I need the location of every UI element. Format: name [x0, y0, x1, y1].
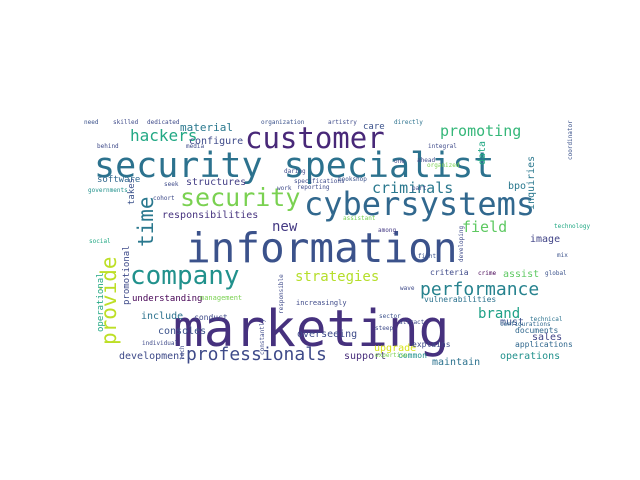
word-integral: integral — [428, 143, 457, 150]
word-steep: steep — [375, 325, 393, 332]
word-information: information — [186, 224, 458, 272]
word-directly: directly — [394, 119, 423, 126]
word-wave: wave — [400, 285, 415, 292]
word-material: material — [180, 121, 233, 134]
word-vulnerabilities: vulnerabilities — [424, 295, 496, 304]
word-criteria: criteria — [430, 268, 469, 277]
word-technical: technical — [530, 316, 563, 323]
word-expertise: expertise — [375, 352, 408, 359]
word-understanding: understanding — [132, 294, 202, 304]
word-strategies: strategies — [295, 269, 379, 285]
word-common: common — [398, 351, 427, 360]
word-increasingly: increasingly — [296, 299, 347, 307]
word-skilled: skilled — [113, 119, 139, 126]
word-bookshop: bookshop — [338, 176, 367, 183]
word-crime: crime — [478, 270, 496, 277]
word-mix: mix — [557, 252, 568, 259]
word-dedicated: dedicated — [147, 119, 180, 126]
word-management: management — [200, 294, 242, 302]
word-field: field — [462, 218, 507, 236]
word-sector: sector — [379, 313, 401, 320]
word-marketing: marketing — [173, 300, 449, 359]
word-conduct: conduct — [194, 313, 228, 322]
word-time: time — [134, 196, 158, 247]
word-maintain: maintain — [432, 357, 480, 368]
word-configure: configure — [189, 136, 243, 147]
word-promoting: promoting — [440, 122, 521, 140]
word-applications: applications — [515, 340, 573, 349]
word-specifications: specifications — [294, 178, 345, 185]
word-development: development — [119, 351, 185, 362]
word-cybersystems: cybersystems — [304, 185, 535, 223]
word-explains: explains — [412, 340, 451, 349]
word-provide: provide — [97, 256, 121, 345]
word-takes: takes — [127, 178, 137, 205]
word-ahead: ahead — [417, 157, 435, 164]
word-operations: operations — [500, 351, 560, 362]
word-documents: documents — [515, 326, 559, 335]
word-reporting: reporting — [297, 184, 330, 191]
word-organized: organized — [427, 162, 460, 169]
word-operational: operational — [96, 272, 106, 332]
word-coordinator: coordinator — [567, 120, 574, 160]
word-structures: structures — [186, 177, 246, 188]
word-global: global — [545, 270, 567, 277]
word-consoles: consoles — [158, 326, 206, 337]
word-tech: tech — [179, 345, 186, 360]
word-brand: brand — [478, 306, 520, 322]
word-one: one — [394, 158, 405, 165]
word-responsibilities: responsibilities — [162, 210, 258, 221]
word-among: among — [378, 227, 396, 234]
word-responsible: responsible — [278, 274, 285, 314]
word-daring: daring — [284, 168, 306, 175]
word-security: security — [180, 183, 300, 212]
word-work: work — [277, 185, 292, 192]
word-promotional: promotional — [122, 245, 132, 305]
word-include: include — [141, 311, 183, 322]
word-care: care — [363, 122, 385, 132]
word-criminals: criminals — [372, 179, 453, 197]
word-new: new — [272, 219, 298, 235]
word-cohort: cohort — [153, 195, 175, 202]
word-sales: sales — [532, 332, 562, 343]
word-security-specialist: security specialist — [94, 146, 494, 186]
word-performance: performance — [420, 279, 539, 300]
word-assist: assist — [503, 269, 539, 280]
word-inquiries: inquiries — [526, 156, 537, 210]
word-must: must — [500, 317, 524, 328]
word-fight: fight — [418, 253, 436, 260]
word-part: part — [412, 185, 427, 192]
word-seek: seek — [164, 181, 179, 188]
word-governments: governments — [88, 187, 128, 194]
word-bpo: bpo — [508, 181, 526, 192]
word-behind: behind — [97, 143, 119, 150]
word-attract: attract — [399, 319, 425, 326]
word-technology: technology — [554, 223, 591, 230]
word-assistant: assistant — [343, 215, 376, 222]
word-customer: customer — [245, 121, 385, 155]
word-overseeing: overseeing — [297, 329, 357, 340]
word-professionals: professionals — [186, 344, 327, 365]
word-image: image — [530, 234, 560, 245]
word-developing: developing — [458, 225, 465, 262]
word-hackers: hackers — [130, 126, 197, 145]
word-need: need — [84, 119, 99, 126]
word-social: social — [89, 238, 111, 245]
word-upgrade: upgrade — [374, 343, 416, 354]
word-individual: individual — [142, 340, 179, 347]
word-company: company — [130, 261, 240, 291]
word-organization: organization — [261, 119, 305, 126]
word-software: software — [97, 175, 140, 185]
word-constantly: constantly — [259, 318, 266, 355]
word-support: support — [344, 351, 386, 362]
word-data: data — [477, 141, 488, 165]
word-configurations: configurations — [500, 321, 551, 328]
word-artistry: artistry — [328, 119, 357, 126]
word-media: media — [186, 143, 204, 150]
